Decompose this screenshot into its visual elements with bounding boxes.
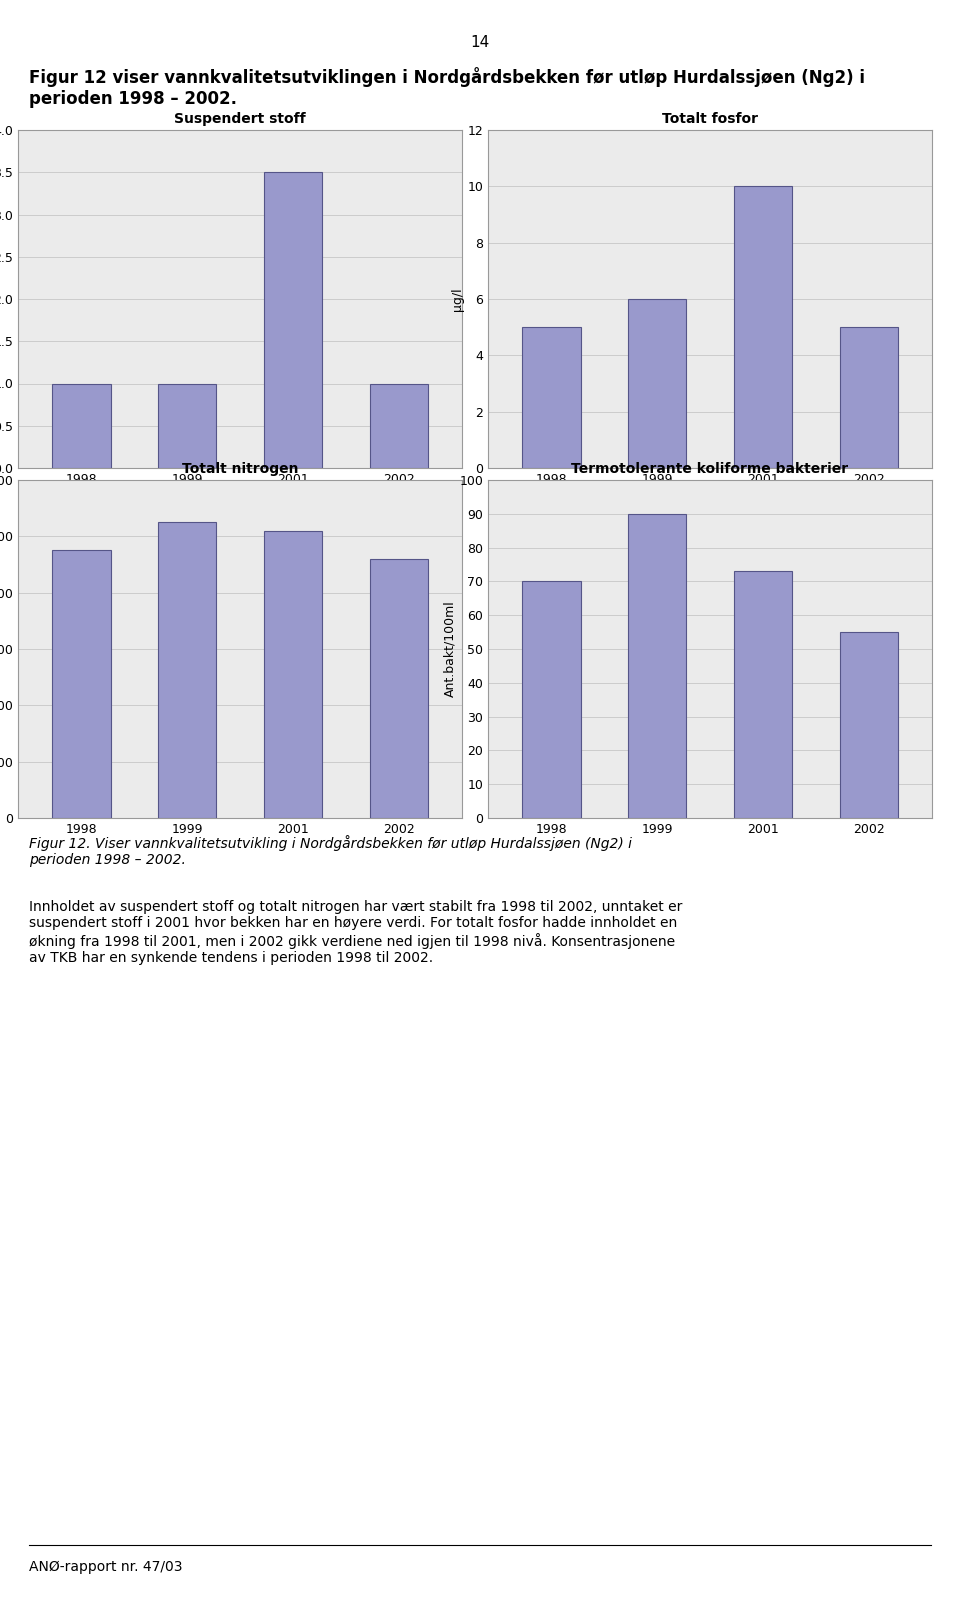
- Bar: [53, 551, 110, 818]
- Bar: [839, 632, 898, 818]
- Bar: [158, 384, 216, 468]
- Text: Figur 12. Viser vannkvalitetsutvikling i Nordgårdsbekken før utløp Hurdalssjøen : Figur 12. Viser vannkvalitetsutvikling i…: [29, 836, 632, 868]
- Bar: [53, 384, 110, 468]
- Bar: [522, 328, 581, 468]
- Bar: [733, 570, 792, 818]
- Text: Innholdet av suspendert stoff og totalt nitrogen har vært stabilt fra 1998 til 2: Innholdet av suspendert stoff og totalt …: [29, 900, 683, 964]
- Bar: [628, 299, 686, 468]
- Text: ANØ-rapport nr. 47/03: ANØ-rapport nr. 47/03: [29, 1560, 182, 1573]
- Bar: [370, 559, 427, 818]
- Title: Totalt nitrogen: Totalt nitrogen: [181, 463, 299, 476]
- Y-axis label: Ant.bakt/100ml: Ant.bakt/100ml: [444, 601, 457, 697]
- Text: Figur 12 viser vannkvalitetsutviklingen i Nordgårdsbekken før utløp Hurdalssjøen: Figur 12 viser vannkvalitetsutviklingen …: [29, 67, 865, 108]
- Title: Termotolerante koliforme bakterier: Termotolerante koliforme bakterier: [571, 463, 849, 476]
- Bar: [733, 186, 792, 468]
- Bar: [264, 172, 322, 468]
- Bar: [628, 514, 686, 818]
- Title: Totalt fosfor: Totalt fosfor: [662, 112, 758, 125]
- Bar: [158, 522, 216, 818]
- Bar: [522, 582, 581, 818]
- Bar: [839, 328, 898, 468]
- Bar: [264, 530, 322, 818]
- Bar: [370, 384, 427, 468]
- Text: 14: 14: [470, 35, 490, 50]
- Y-axis label: µg/l: µg/l: [451, 288, 465, 310]
- Title: Suspendert stoff: Suspendert stoff: [174, 112, 306, 125]
